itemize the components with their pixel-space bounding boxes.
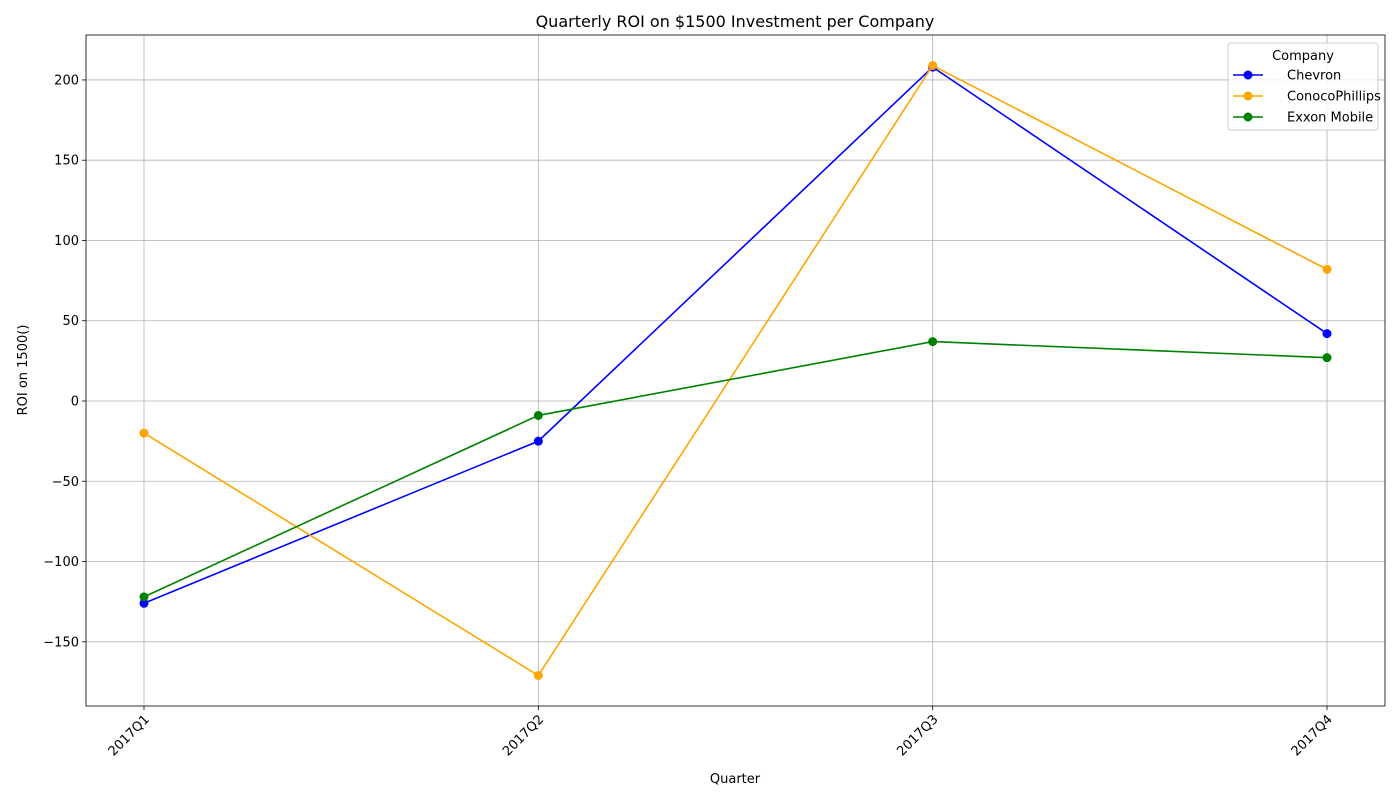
legend-title: Company — [1272, 49, 1334, 64]
x-tick-label: 2017Q3 — [894, 712, 941, 759]
legend-entry: ConocoPhillips — [1233, 90, 1381, 105]
y-tick-label: 200 — [54, 73, 79, 88]
x-axis: 2017Q1 2017Q2 2017Q3 2017Q4 — [106, 706, 1336, 759]
series-line — [143, 64, 1328, 677]
x-tick-label: 2017Q2 — [500, 712, 547, 759]
y-tick-label: 150 — [54, 154, 79, 169]
data-point — [139, 428, 149, 438]
y-axis-label: ROI on 1500() — [16, 325, 31, 416]
x-tick-label: 2017Q4 — [1289, 712, 1336, 759]
series-line — [143, 66, 1328, 605]
y-tick-label: 0 — [71, 395, 79, 410]
data-point — [139, 592, 149, 602]
legend-entry: Chevron — [1233, 69, 1341, 84]
legend-entry: Exxon Mobile — [1233, 111, 1373, 126]
legend-label: Exxon Mobile — [1287, 111, 1373, 126]
legend-marker — [1243, 70, 1253, 80]
y-tick-label: −50 — [52, 475, 79, 490]
series-exxon-mobile — [139, 337, 1332, 602]
data-point — [1322, 353, 1332, 363]
x-tick-label: 2017Q1 — [106, 712, 153, 759]
y-tick-label: 50 — [62, 314, 79, 329]
y-axis: −150 −100 −50 0 50 100 150 200 — [43, 73, 86, 650]
legend-marker — [1243, 112, 1253, 122]
y-tick-label: −150 — [43, 635, 79, 650]
data-point — [533, 410, 543, 420]
data-point — [533, 671, 543, 680]
data-point — [928, 337, 938, 347]
legend-entries: Chevron ConocoPhillips Exxon Mobile — [1233, 69, 1381, 126]
data-point — [1322, 329, 1332, 339]
data-point — [139, 598, 149, 608]
y-tick-label: 100 — [54, 234, 79, 249]
legend: Company Chevron ConocoPhillips Exxon Mobil… — [1227, 42, 1381, 131]
series-line — [143, 340, 1328, 598]
legend-marker — [1243, 91, 1253, 101]
series-chevron — [139, 62, 1332, 608]
plot-frame — [85, 34, 1386, 707]
legend-label: Chevron — [1287, 69, 1341, 84]
data-point — [1322, 264, 1332, 274]
series-conocophillips — [139, 61, 1332, 680]
y-tick-label: −100 — [43, 555, 79, 570]
legend-box — [1227, 42, 1379, 131]
grid-layer — [86, 35, 1385, 706]
x-axis-label: Quarter — [710, 772, 761, 787]
data-point — [928, 61, 938, 70]
data-point — [533, 436, 543, 446]
legend-label: ConocoPhillips — [1287, 90, 1381, 105]
chart-title: Quarterly ROI on $1500 Investment per Co… — [536, 12, 935, 31]
series-layer — [139, 61, 1332, 680]
